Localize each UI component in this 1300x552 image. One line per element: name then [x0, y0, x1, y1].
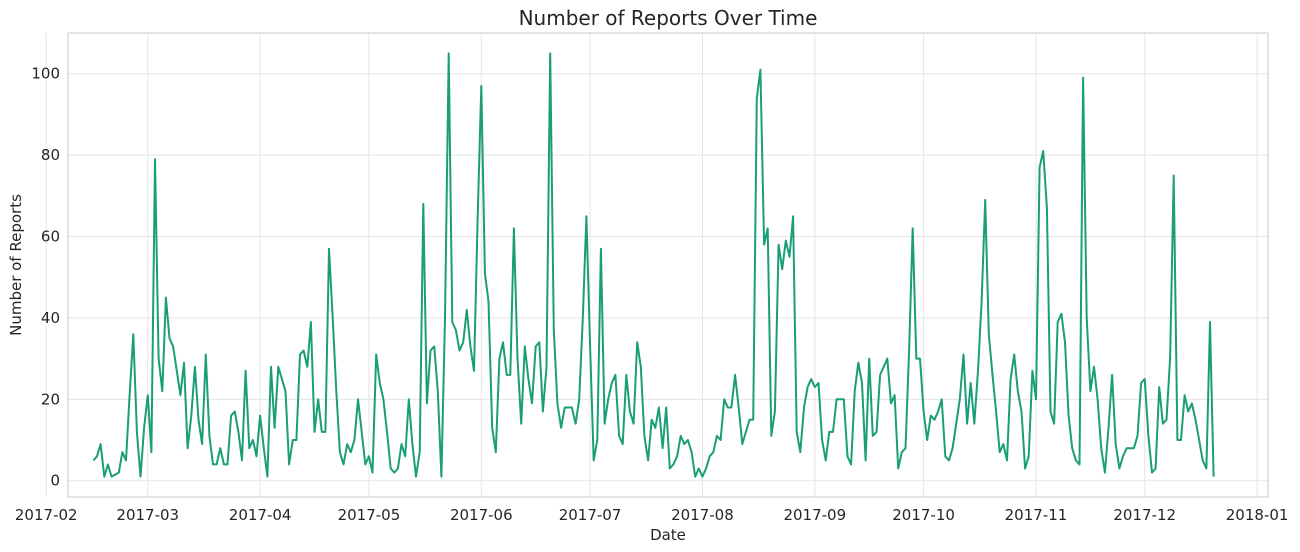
x-axis-label: Date — [650, 526, 686, 544]
y-tick-label: 20 — [41, 390, 60, 408]
plot-area-frame — [67, 32, 1269, 498]
y-tick-label: 0 — [50, 472, 60, 490]
y-tick-label: 80 — [41, 146, 60, 164]
x-tick-label: 2017-11 — [1005, 506, 1068, 524]
x-tick-label: 2017-12 — [1113, 506, 1176, 524]
x-tick-label: 2017-09 — [783, 506, 846, 524]
x-axis-ticks: 2017-02 2017-03 2017-04 2017-05 2017-06 2017-… — [15, 506, 1289, 524]
x-tick-label: 2017-03 — [116, 506, 179, 524]
x-tick-label: 2017-07 — [559, 506, 622, 524]
y-tick-label: 60 — [41, 228, 60, 246]
x-tick-label: 2017-04 — [229, 506, 292, 524]
x-tick-label: 2017-08 — [671, 506, 734, 524]
x-tick-label: 2018-01 — [1226, 506, 1289, 524]
y-axis-ticks: 0 20 40 60 80 100 — [31, 65, 60, 490]
y-axis-label: Number of Reports — [7, 194, 25, 336]
x-tick-label: 2017-05 — [338, 506, 401, 524]
y-tick-label: 100 — [31, 65, 60, 83]
series-line — [92, 52, 1215, 478]
x-tick-label: 2017-10 — [892, 506, 955, 524]
chart-title: Number of Reports Over Time — [519, 6, 818, 30]
x-tick-label: 2017-06 — [450, 506, 513, 524]
y-tick-label: 40 — [41, 309, 60, 327]
x-tick-label: 2017-02 — [15, 506, 78, 524]
